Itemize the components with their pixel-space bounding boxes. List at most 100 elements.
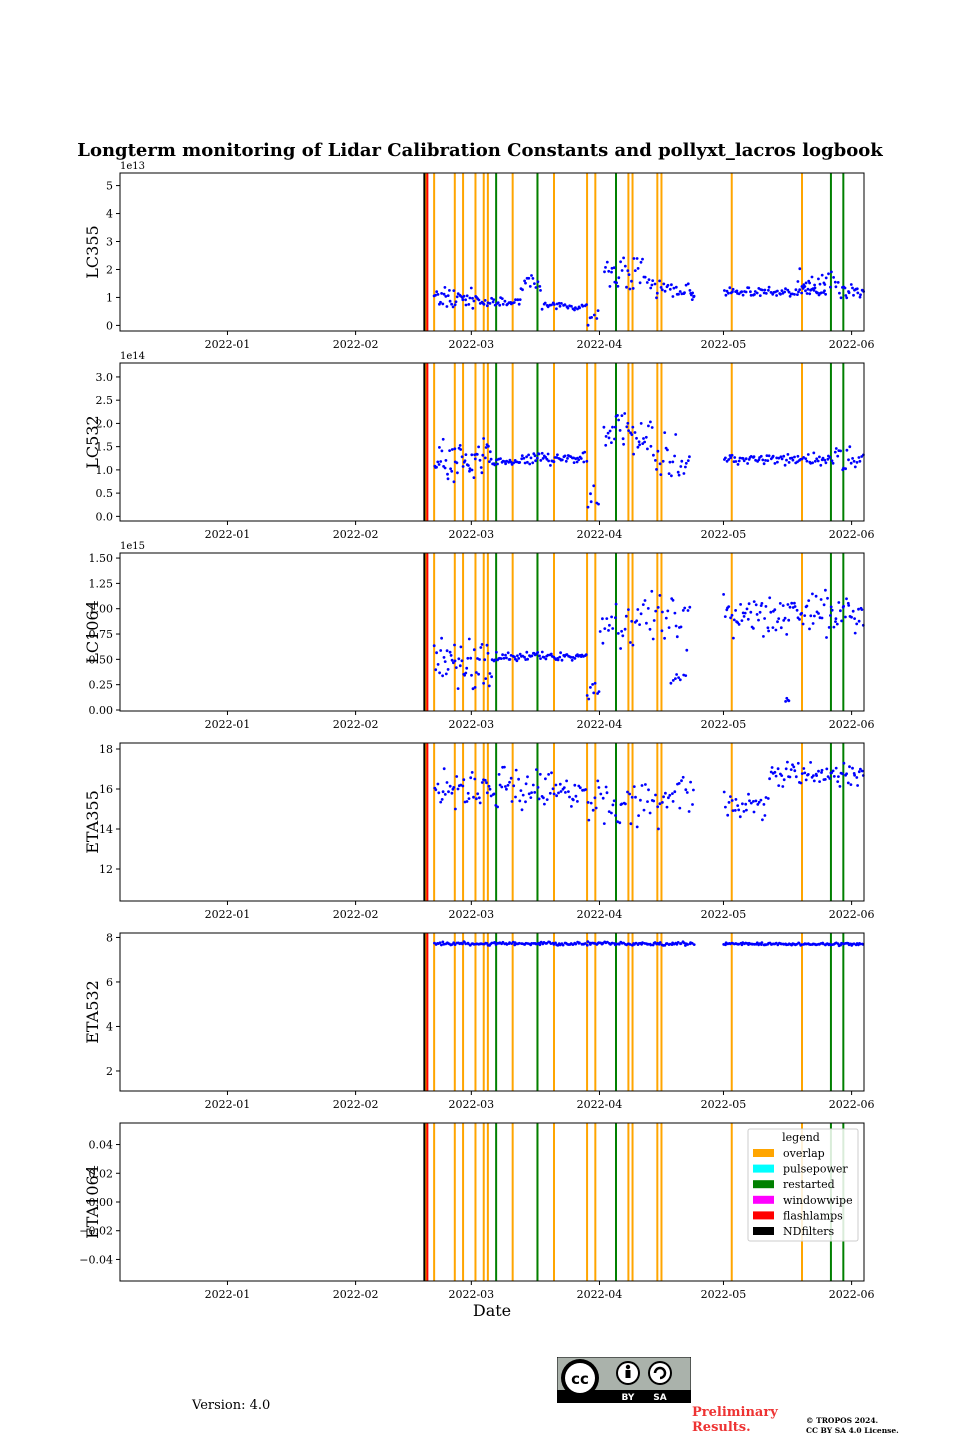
data-point-LC1064	[508, 658, 512, 661]
data-point-LC1064	[732, 636, 735, 640]
data-point-LC355	[798, 267, 802, 271]
data-point-ETA355	[630, 795, 634, 799]
data-point-LC355	[534, 286, 538, 289]
data-point-ETA355	[477, 796, 481, 800]
data-point-LC532	[618, 429, 622, 432]
data-point-LC532	[668, 460, 672, 464]
data-point-ETA355	[685, 791, 689, 794]
data-point-LC532	[446, 472, 449, 476]
data-point-LC1064	[673, 611, 677, 615]
x-tick-label: 2022-04	[577, 908, 623, 921]
data-point-LC532	[684, 465, 687, 469]
data-point-LC532	[646, 447, 649, 451]
data-point-LC1064	[639, 612, 643, 616]
data-point-ETA532	[797, 941, 801, 945]
data-point-LC532	[443, 466, 447, 470]
data-point-ETA355	[568, 795, 571, 799]
data-point-LC355	[834, 285, 838, 289]
data-point-LC1064	[648, 627, 652, 631]
data-point-ETA355	[485, 781, 488, 785]
data-point-LC532	[622, 442, 625, 446]
data-point-LC532	[826, 457, 830, 461]
data-point-LC532	[467, 464, 470, 467]
data-point-LC1064	[483, 658, 487, 662]
data-point-LC532	[652, 453, 655, 457]
data-point-LC1064	[487, 684, 491, 688]
data-point-ETA355	[593, 796, 597, 800]
data-point-ETA355	[524, 800, 527, 804]
data-point-LC1064	[654, 609, 658, 613]
data-point-ETA355	[848, 765, 851, 769]
data-point-LC532	[444, 459, 448, 462]
data-point-LC1064	[853, 631, 857, 635]
data-point-LC1064	[513, 655, 516, 659]
x-tick-label: 2022-03	[448, 1288, 494, 1301]
data-point-ETA355	[656, 805, 660, 809]
data-point-LC532	[787, 461, 791, 464]
data-point-LC1064	[746, 617, 750, 621]
data-point-LC355	[798, 288, 802, 292]
x-tick-label: 2022-01	[205, 1098, 251, 1111]
legend-label-pulsepower: pulsepower	[783, 1163, 848, 1176]
data-point-LC355	[619, 260, 622, 264]
data-point-LC1064	[587, 697, 591, 701]
data-point-ETA355	[628, 792, 631, 796]
data-point-LC532	[522, 456, 526, 460]
data-point-LC355	[592, 313, 596, 317]
data-point-LC355	[462, 294, 466, 298]
data-point-LC355	[492, 298, 496, 301]
data-point-LC1064	[440, 636, 443, 640]
data-point-ETA355	[586, 801, 590, 804]
data-point-ETA355	[799, 781, 803, 785]
data-point-LC532	[531, 461, 535, 465]
data-point-ETA355	[578, 786, 582, 790]
data-point-LC532	[528, 462, 532, 466]
data-point-LC355	[819, 291, 823, 295]
data-point-ETA532	[441, 940, 445, 944]
data-point-LC532	[604, 435, 608, 438]
data-point-LC1064	[540, 650, 544, 654]
data-point-LC1064	[853, 617, 856, 620]
data-point-LC532	[682, 472, 686, 475]
data-point-LC532	[564, 459, 568, 463]
data-point-LC532	[764, 459, 767, 462]
data-point-LC355	[764, 292, 768, 295]
data-point-LC355	[659, 286, 663, 289]
data-point-LC1064	[516, 654, 519, 658]
data-point-ETA355	[570, 805, 573, 808]
data-point-LC1064	[616, 632, 620, 635]
data-point-LC355	[683, 291, 686, 295]
data-point-LC355	[469, 286, 473, 290]
data-point-ETA355	[769, 770, 773, 774]
data-point-LC532	[575, 460, 579, 464]
y-tick-label: 0.02	[89, 1167, 114, 1180]
data-point-ETA355	[543, 802, 546, 806]
data-point-ETA355	[520, 808, 524, 812]
data-point-LC1064	[767, 629, 770, 633]
data-point-ETA532	[561, 943, 565, 947]
data-point-LC1064	[684, 674, 688, 677]
data-point-LC532	[816, 459, 820, 463]
data-point-LC532	[659, 473, 663, 476]
data-point-LC355	[666, 283, 670, 287]
data-point-LC532	[752, 455, 756, 458]
y-tick-label: 4	[106, 1020, 113, 1033]
data-point-LC532	[534, 459, 537, 463]
data-point-ETA355	[476, 792, 480, 796]
y-tick-label: 0.00	[89, 1196, 114, 1209]
data-point-LC532	[658, 462, 662, 466]
data-point-ETA355	[820, 768, 824, 772]
data-point-LC1064	[851, 609, 855, 613]
data-point-LC355	[530, 274, 533, 277]
data-point-ETA355	[637, 814, 640, 817]
data-point-ETA355	[634, 795, 637, 799]
data-point-LC532	[785, 458, 788, 462]
data-point-ETA355	[860, 769, 864, 773]
data-point-LC1064	[460, 659, 464, 663]
x-tick-label: 2022-02	[333, 718, 379, 731]
data-point-LC1064	[536, 651, 540, 654]
y-tick-label: 0.25	[89, 679, 114, 692]
data-point-LC1064	[768, 596, 772, 600]
data-point-LC1064	[585, 694, 589, 697]
data-point-LC532	[738, 456, 742, 460]
